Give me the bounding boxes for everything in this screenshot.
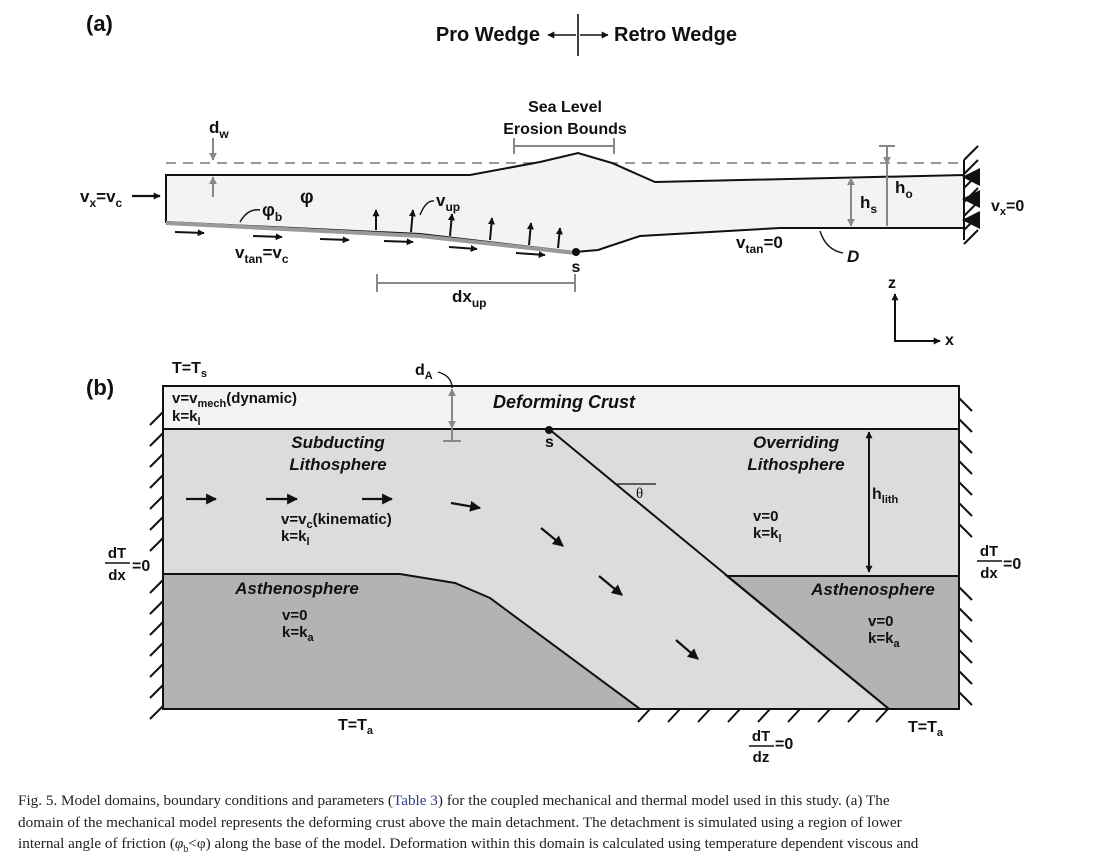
uplift-arrows [372,209,563,249]
vx-zero-label: vx=0 [991,198,1024,218]
dtdx-right-label: dT dx =0 [977,543,1021,582]
subducting-label-2: Lithosphere [289,455,386,474]
vtan-vc-label: vtan=vc [235,243,289,266]
svg-text:dz: dz [753,749,770,766]
phi-b-label: φb [262,200,282,224]
dw-label: dw [209,118,229,141]
svg-text:dT: dT [108,545,126,562]
v-up-label: vup [436,191,460,214]
asthenosphere-left-conductivity: k=ka [282,624,314,644]
asthenosphere-left-velocity: v=0 [282,607,307,624]
svg-text:=0: =0 [132,558,150,575]
retro-wedge-label: Retro Wedge [614,24,737,46]
kinematic-velocity-arrows [186,493,699,660]
x-axis-label: x [945,332,954,349]
d-label: D [847,247,859,266]
phi-label: φ [300,187,314,208]
panel-a-label: (a) [86,11,113,36]
theta-label: θ [636,486,643,502]
slab-interface [548,428,890,710]
svg-text:dT: dT [980,543,998,560]
right-boundary-hatch [958,397,973,706]
right-wall-rollers [962,168,980,229]
da-label: dA [415,362,433,382]
detachment-layer [165,221,576,255]
erosion-bounds-label: Erosion Bounds [503,121,627,138]
z-axis-label: z [888,275,896,292]
t-asth-right-label: T=Ta [908,719,944,739]
table-3-link[interactable]: Table 3 [392,792,438,809]
s-label: s [572,259,581,276]
hs-label: hs [860,193,877,216]
svg-text:dx: dx [108,567,126,584]
vx-vc-label: vx=vc [80,187,123,210]
point-s [572,248,580,256]
svg-text:dx: dx [980,565,998,582]
ho-label: ho [895,178,913,201]
caption-line-1: Fig. 5. Model domains, boundary conditio… [18,792,890,809]
caption-line-3: internal angle of friction (φb<φ) along … [18,835,919,856]
overriding-velocity-label: v=0 [753,508,778,525]
t-asth-left-label: T=Ta [338,717,374,737]
crust-layer [163,386,959,429]
h-lith-label: hlith [872,486,899,506]
subducting-conductivity-label: k=kl [281,528,310,548]
dx-up-label: dxup [452,287,487,310]
overriding-label-2: Lithosphere [747,455,844,474]
asthenosphere-left-title: Asthenosphere [234,579,359,598]
panel-b-frame [162,385,960,710]
asthenosphere-right-conductivity: k=ka [868,630,900,650]
figure-caption: Fig. 5. Model domains, boundary conditio… [18,790,1090,861]
subducting-label-1: Subducting [291,433,385,452]
deforming-crust-label: Deforming Crust [493,392,636,412]
sea-level-label: Sea Level [528,99,602,116]
basal-velocity-arrows [174,229,546,259]
subducting-velocity-label: v=vc(kinematic) [281,511,392,531]
dtdx-left-label: dT dx =0 [105,545,150,584]
bottom-boundary-hatch [637,708,889,723]
crust-conductivity-label: k=kl [172,408,201,428]
vtan-zero-label: vtan=0 [736,233,783,256]
overriding-conductivity-label: k=kl [753,525,782,545]
s-label-b: s [545,434,554,451]
t-surface-label: T=Ts [172,360,207,380]
svg-text:dT: dT [752,728,770,745]
dtdz-label: dT dz =0 [749,728,793,766]
caption-line-2: domain of the mechanical model represent… [18,813,902,831]
left-boundary-hatch [149,411,164,720]
overriding-label-1: Overriding [753,433,840,452]
panel-a: (a) Pro Wedge Retro Wedge Sea Level Eros… [80,11,1024,349]
panel-b: (b) T=Ts s θ [86,360,1021,766]
svg-text:=0: =0 [775,736,793,753]
figure-canvas: (a) Pro Wedge Retro Wedge Sea Level Eros… [80,11,1024,766]
crust-velocity-label: v=vmech(dynamic) [172,390,297,410]
asthenosphere-right-velocity: v=0 [868,613,893,630]
svg-text:=0: =0 [1003,556,1021,573]
point-s-b [545,426,553,434]
pro-wedge-label: Pro Wedge [436,24,540,46]
panel-b-label: (b) [86,375,114,400]
asthenosphere-right-title: Asthenosphere [810,580,935,599]
wedge-domain [165,151,965,254]
